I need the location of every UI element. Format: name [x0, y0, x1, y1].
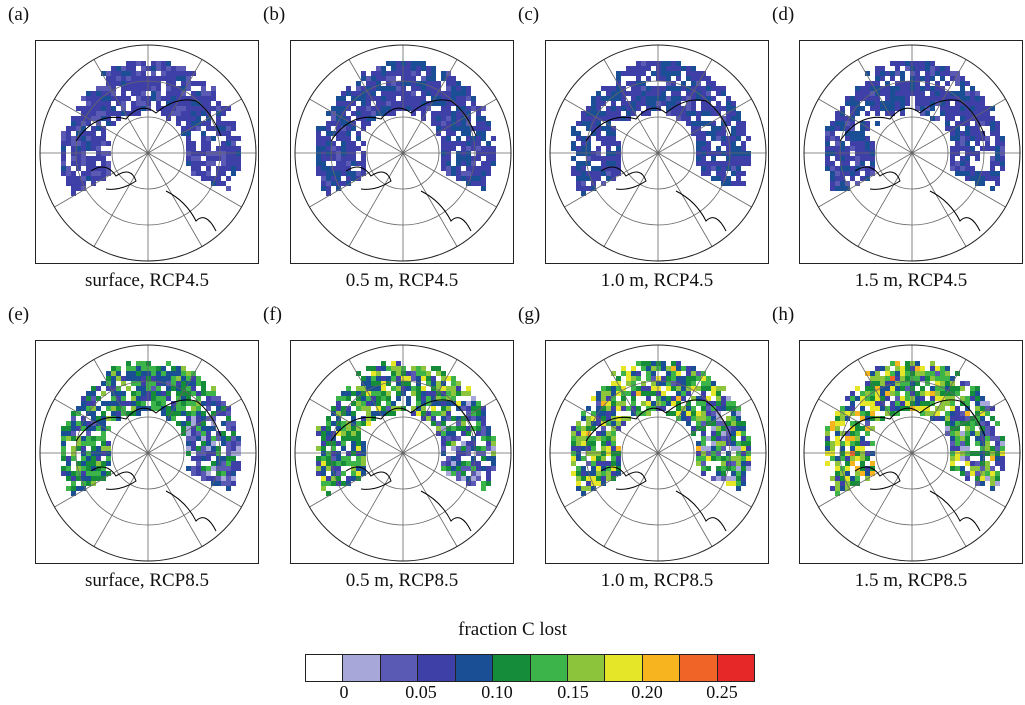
- polar-map: [545, 340, 769, 564]
- panel-caption: surface, RCP4.5: [84, 270, 209, 291]
- panel-letter: (a): [8, 4, 30, 25]
- panel-letter: (e): [8, 304, 30, 325]
- colorbar-tick-label: 0.20: [631, 682, 663, 702]
- panel-caption: surface, RCP8.5: [84, 570, 209, 591]
- colorbar-swatch: [306, 655, 344, 681]
- polar-map: [35, 40, 259, 264]
- colorbar-swatch: [717, 655, 755, 681]
- panel-caption: 0.5 m, RCP4.5: [345, 270, 459, 291]
- panel-caption: 0.5 m, RCP8.5: [345, 570, 459, 591]
- panel-letter: (b): [263, 4, 286, 25]
- colorbar-swatch: [680, 655, 718, 681]
- colorbar-swatch: [567, 655, 606, 681]
- polar-map: [799, 340, 1023, 564]
- panel-caption: 1.5 m, RCP4.5: [854, 270, 968, 291]
- polar-map: [290, 340, 514, 564]
- colorbar-tick-label: 0: [339, 682, 349, 702]
- colorbar-swatch: [343, 655, 381, 681]
- colorbar-swatch: [418, 655, 456, 681]
- colorbar-swatch: [455, 655, 494, 681]
- colorbar-swatch: [605, 655, 643, 681]
- colorbar: [305, 654, 755, 682]
- colorbar-tick-label: 0.05: [405, 682, 437, 702]
- panel-letter: (g): [518, 304, 541, 325]
- panel-letter: (f): [263, 304, 282, 325]
- panel-caption: 1.0 m, RCP8.5: [600, 570, 714, 591]
- colorbar-tick-label: 0.15: [557, 682, 589, 702]
- colorbar-tick-label: 0.10: [481, 682, 513, 702]
- colorbar-swatch: [380, 655, 419, 681]
- panel-caption: 1.0 m, RCP4.5: [600, 270, 714, 291]
- panel-letter: (c): [518, 4, 540, 25]
- colorbar-tick-label: 0.25: [706, 682, 738, 702]
- colorbar-swatch: [642, 655, 681, 681]
- panel-letter: (h): [772, 304, 795, 325]
- colorbar-swatch: [493, 655, 531, 681]
- polar-map: [290, 40, 514, 264]
- colorbar-swatch: [530, 655, 568, 681]
- polar-map: [799, 40, 1023, 264]
- panel-letter: (d): [772, 4, 795, 25]
- colorbar-title: fraction C lost: [458, 619, 567, 640]
- polar-map: [35, 340, 259, 564]
- panel-caption: 1.5 m, RCP8.5: [854, 570, 968, 591]
- polar-map: [545, 40, 769, 264]
